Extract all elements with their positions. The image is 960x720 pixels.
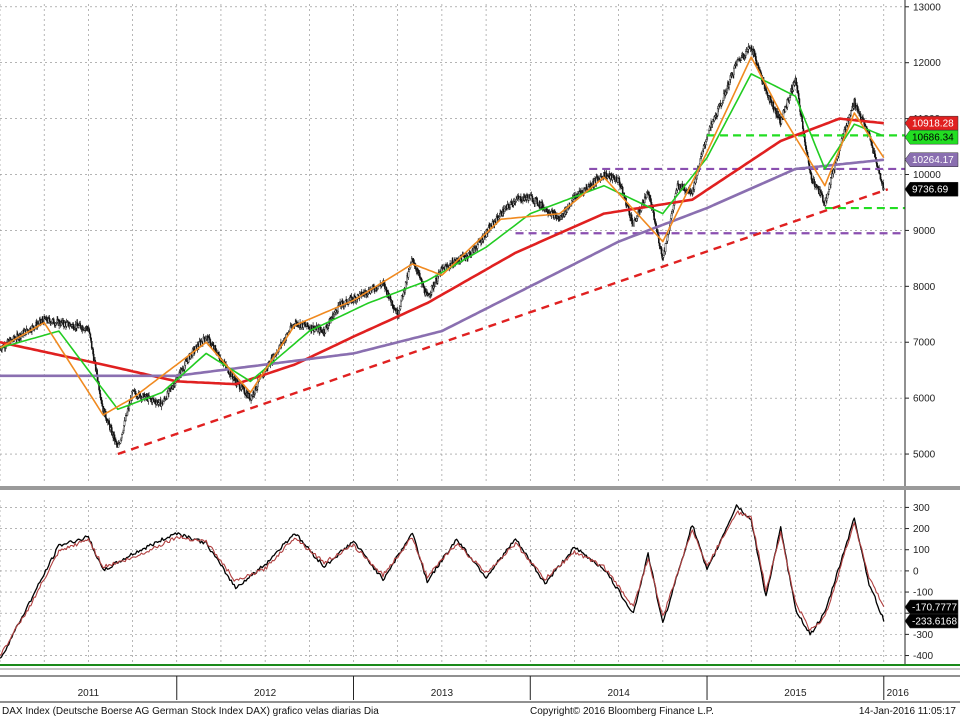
value-label-text: 9736.69 <box>912 185 949 196</box>
value-label: 10918.28 <box>904 115 959 131</box>
moving-average-line <box>0 73 885 411</box>
value-label-box <box>904 129 959 145</box>
candle-body <box>826 197 828 201</box>
oscillator-line <box>0 504 885 659</box>
value-label-text: -170.7777 <box>912 603 957 614</box>
support-trendline <box>117 188 889 456</box>
moving-average-line <box>0 158 884 378</box>
osc-y-tick-label: 300 <box>913 503 930 514</box>
candle-body <box>822 195 824 202</box>
osc-y-tick-label: -400 <box>913 651 933 662</box>
candle-body <box>696 174 698 180</box>
value-label-box <box>904 181 959 197</box>
price-marks <box>0 43 905 456</box>
candle-body <box>407 271 410 278</box>
candle-body <box>882 187 885 190</box>
value-label: -233.6168 <box>904 613 959 629</box>
oscillator-line <box>0 510 885 656</box>
candle-body <box>753 50 756 55</box>
value-label-box <box>904 613 959 629</box>
value-labels: 10918.28 10686.34 10264.17 9736.69 -170.7777… <box>904 115 959 629</box>
x-tick-label: 2016 <box>887 688 910 699</box>
candle-body <box>628 210 631 216</box>
panel-separator <box>0 486 960 490</box>
candle-body <box>745 51 747 56</box>
x-tick-label: 2013 <box>431 688 454 699</box>
osc-y-tick-label: -100 <box>913 588 933 599</box>
value-label-box <box>904 152 959 167</box>
footer-copyright-text: Copyright© 2016 Bloomberg Finance L.P. <box>530 706 714 717</box>
price-y-tick-label: 10000 <box>913 170 941 181</box>
candle-body <box>722 93 725 101</box>
price-y-tick-label: 12000 <box>913 58 941 69</box>
candle-body <box>633 219 635 227</box>
candle-body <box>89 333 92 338</box>
candle-body <box>509 204 511 208</box>
candle-body <box>708 130 710 135</box>
candle-body <box>733 67 735 76</box>
axes: 5000600070008000900010000110001200013000… <box>0 0 960 703</box>
candle-body <box>813 179 815 185</box>
value-label-text: 10264.17 <box>912 155 954 166</box>
price-y-tick-label: 6000 <box>913 394 936 405</box>
candle-body <box>65 322 68 327</box>
candle-body <box>511 202 513 205</box>
candle-body <box>662 255 665 258</box>
price-y-tick-label: 8000 <box>913 282 936 293</box>
oscillator-grid <box>0 500 905 664</box>
osc-y-tick-label: 0 <box>913 566 919 577</box>
oscillator-marks <box>0 504 885 659</box>
candle-body <box>664 243 667 252</box>
value-label-text: -233.6168 <box>912 617 957 628</box>
value-label-text: 10686.34 <box>912 133 954 144</box>
value-label: 10264.17 <box>904 152 959 167</box>
moving-average-line <box>0 56 885 416</box>
x-tick-label: 2014 <box>608 688 631 699</box>
price-y-tick-label: 9000 <box>913 226 936 237</box>
candle-body <box>830 177 832 186</box>
value-label-box <box>904 115 959 131</box>
candle-body <box>101 403 104 407</box>
candle-body <box>203 336 206 340</box>
value-label: 10686.34 <box>904 129 959 145</box>
price-y-tick-label: 5000 <box>913 450 936 461</box>
price-y-tick-label: 7000 <box>913 338 936 349</box>
candle-body <box>399 306 402 310</box>
x-tick-label: 2012 <box>254 688 277 699</box>
value-label-text: 10918.28 <box>912 119 954 130</box>
candle-body <box>90 337 92 342</box>
candle-body <box>204 338 207 342</box>
osc-y-tick-label: 200 <box>913 524 930 535</box>
candle-body <box>784 107 787 113</box>
osc-y-tick-label: 100 <box>913 545 930 556</box>
x-tick-label: 2015 <box>784 688 807 699</box>
footer-left-text: DAX Index (Deutsche Boerse AG German Sto… <box>2 706 379 717</box>
price-y-tick-label: 13000 <box>913 2 941 13</box>
osc-y-tick-label: -300 <box>913 630 933 641</box>
x-tick-label: 2011 <box>78 688 100 699</box>
candle-body <box>32 325 35 328</box>
value-label: 9736.69 <box>904 181 959 197</box>
value-label-box <box>904 599 959 615</box>
value-label: -170.7777 <box>904 599 959 615</box>
footer-timestamp-text: 14-Jan-2016 11:05:17 <box>859 706 957 717</box>
